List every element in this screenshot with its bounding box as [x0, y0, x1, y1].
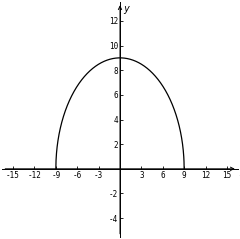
Text: x: x: [239, 168, 240, 178]
Text: y: y: [123, 4, 129, 14]
